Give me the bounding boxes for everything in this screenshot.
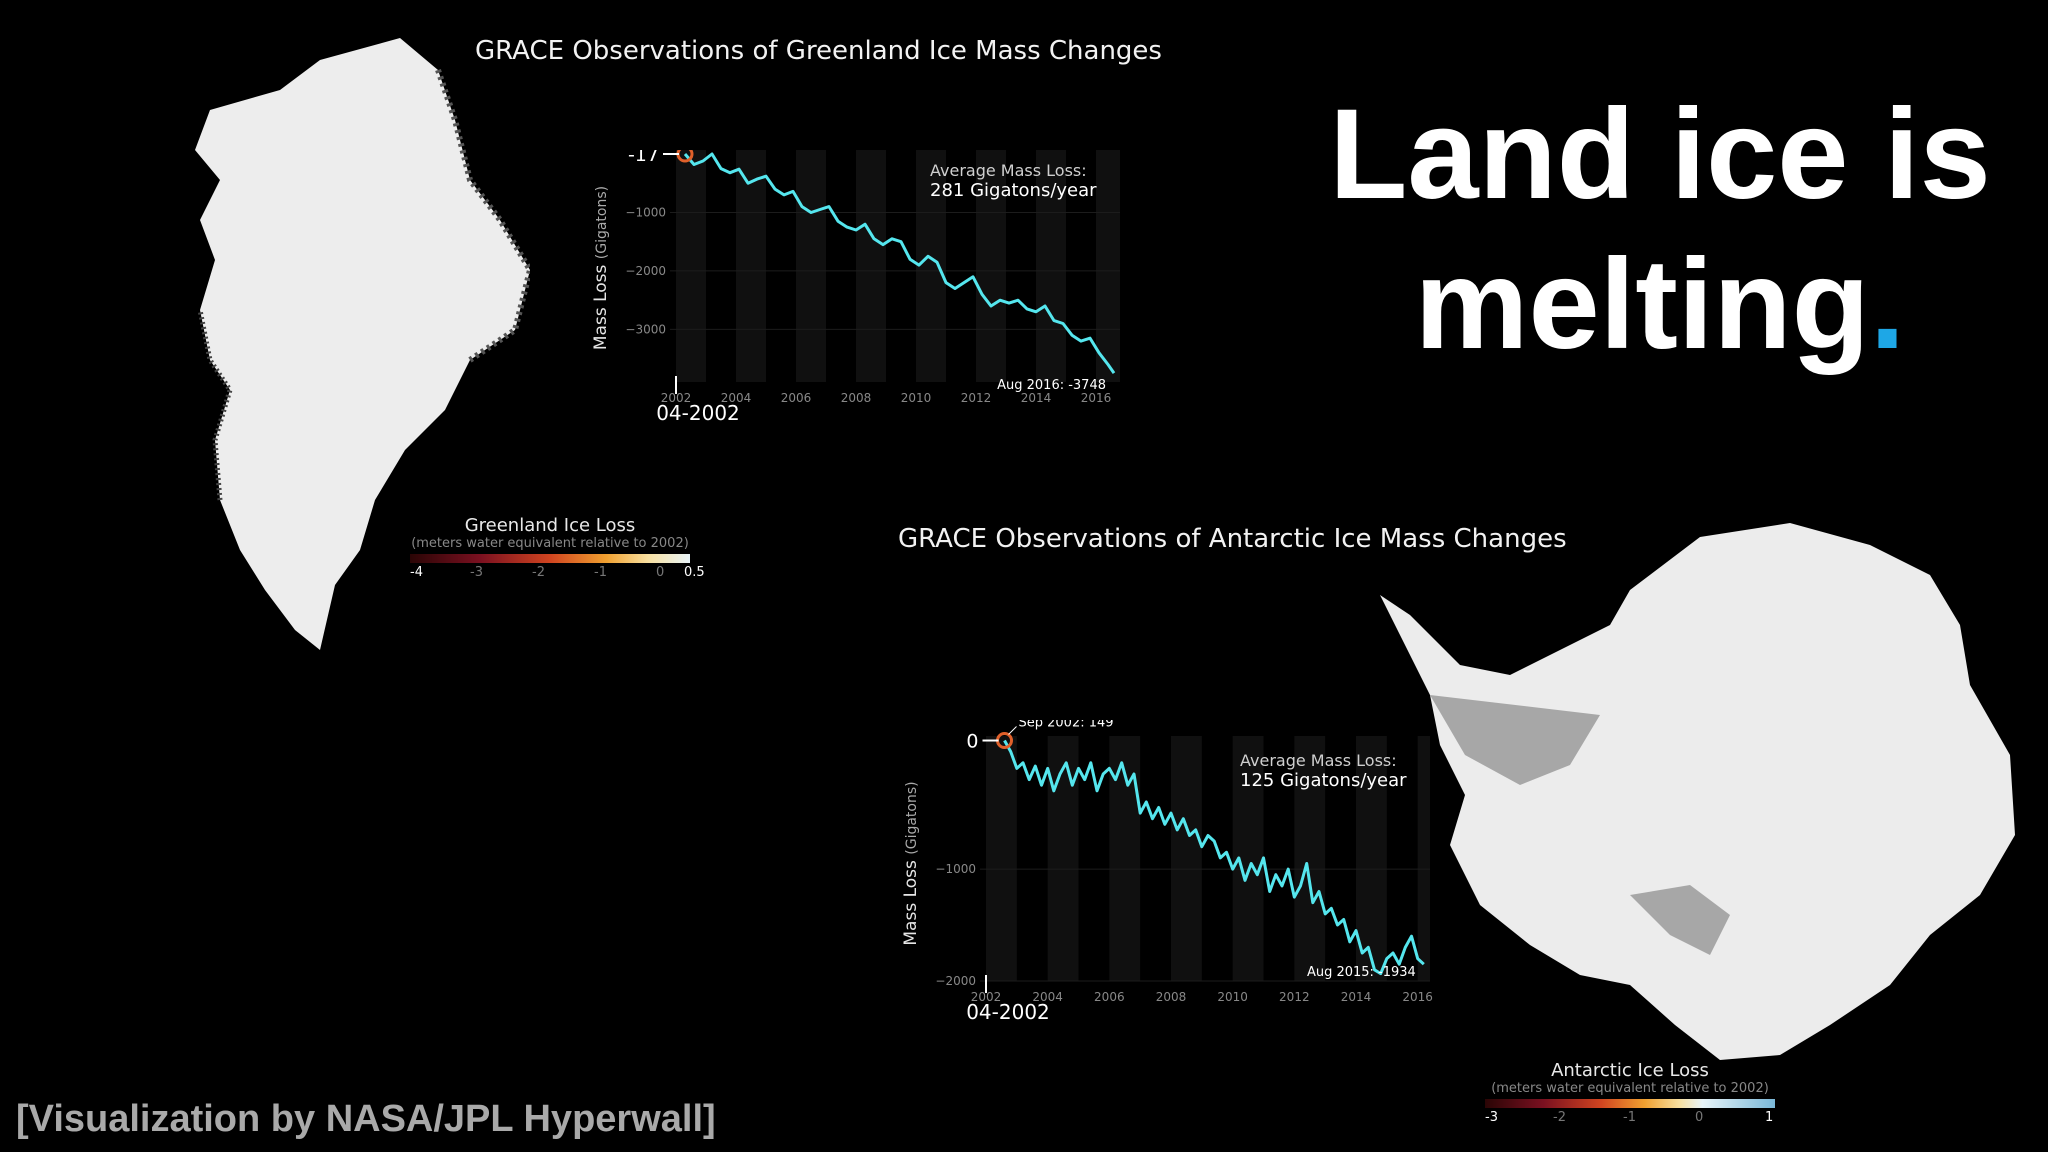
legend-title: Greenland Ice Loss — [464, 515, 636, 536]
year-band — [916, 150, 946, 382]
x-tick-label: 2010 — [901, 391, 932, 405]
year-band — [1036, 150, 1066, 382]
year-band — [1417, 736, 1430, 981]
legend-tick: -3 — [470, 565, 483, 580]
x-tick-label: 2014 — [1021, 391, 1052, 405]
series-line — [1003, 739, 1425, 976]
end-annotation: Aug 2015: -1934 — [1307, 965, 1416, 980]
legend-tick: -2 — [532, 565, 545, 580]
headline: Land ice is melting. — [1300, 80, 2020, 380]
stat-value: 281 Gigatons/year — [930, 180, 1097, 201]
x-tick-label: 2008 — [841, 391, 872, 405]
year-band — [1356, 736, 1387, 981]
legend-ticks: -4 -3 -2 -1 0 0.5 — [410, 563, 705, 581]
y-axis-label-text: Mass Loss — [591, 259, 611, 350]
y-axis-label: Mass Loss (Gigatons) — [591, 186, 611, 350]
antarctic-chart: −1000 −2000 2002 2004 2006 2008 2010 2012 2014 20… — [901, 720, 1433, 1024]
y-tick-label: −1000 — [935, 862, 976, 876]
y-axis-label-text: Mass Loss — [901, 855, 921, 946]
legend-subtitle: (meters water equivalent relative to 200… — [1491, 1081, 1769, 1096]
year-band — [1171, 736, 1202, 981]
year-band — [796, 150, 826, 382]
greenland-chart: −1000 −2000 −3000 2002 2004 2006 2008 2010 2012 2… — [591, 150, 1120, 425]
legend-tick: -1 — [1623, 1110, 1636, 1125]
x-tick-label: 2016 — [1402, 990, 1433, 1004]
antarctic-chart-title: GRACE Observations of Antarctic Ice Mass… — [898, 524, 1567, 554]
accent-dot: . — [1869, 233, 1906, 376]
legend-color-bar — [1485, 1099, 1775, 1108]
legend-tick: -3 — [1485, 1110, 1498, 1125]
x-tick-label: 2006 — [781, 391, 812, 405]
credit-text: [Visualization by NASA/JPL Hyperwall] — [16, 1098, 716, 1140]
y-axis-label-unit: (Gigatons) — [594, 186, 610, 259]
end-annotation: Aug 2016: -3748 — [997, 378, 1106, 393]
date-label: 04-2002 — [656, 401, 740, 425]
headline-line-1: Land ice is — [1329, 83, 1991, 226]
year-band — [736, 150, 766, 382]
legend-tick: -4 — [410, 565, 423, 580]
x-tick-label: 2002 — [971, 990, 1002, 1004]
antarctica-map — [1380, 523, 2015, 1060]
legend-tick: 0.5 — [684, 565, 705, 580]
legend-tick: 1 — [1765, 1110, 1774, 1125]
series-line — [683, 152, 1116, 374]
y-axis-label-unit: (Gigatons) — [904, 781, 920, 854]
year-band — [1047, 736, 1079, 981]
x-tick-label: 2006 — [1094, 990, 1125, 1004]
year-band — [976, 150, 1006, 382]
date-label: 04-2002 — [966, 1000, 1050, 1024]
headline-line-2: melting. — [1300, 230, 2020, 380]
legend-tick: 0 — [656, 565, 665, 580]
legend-tick: -2 — [1553, 1110, 1566, 1125]
y-tick-label: −3000 — [625, 322, 666, 336]
x-tick-label: 2012 — [961, 391, 992, 405]
legend-ticks: -3 -2 -1 0 1 — [1485, 1108, 1775, 1126]
legend-color-bar — [410, 554, 690, 563]
y-axis-label: Mass Loss (Gigatons) — [901, 781, 921, 945]
year-band — [856, 150, 886, 382]
y-tick-label: −2000 — [935, 974, 976, 988]
legend-tick: -1 — [594, 565, 607, 580]
stat-value: 125 Gigatons/year — [1240, 770, 1407, 791]
greenland-chart-title: GRACE Observations of Greenland Ice Mass… — [475, 36, 1162, 66]
start-annotation-leader — [1008, 726, 1017, 735]
x-tick-label: 2004 — [721, 391, 752, 405]
antarctic-legend: Antarctic Ice Loss (meters water equival… — [1485, 1060, 1775, 1126]
x-tick-label: 2002 — [661, 391, 692, 405]
legend-title: Antarctic Ice Loss — [1551, 1060, 1709, 1081]
current-value-label: -17 — [628, 150, 659, 166]
stat-label: Average Mass Loss: — [930, 161, 1087, 180]
x-tick-label: 2010 — [1217, 990, 1248, 1004]
year-band — [1294, 736, 1326, 981]
legend-subtitle: (meters water equivalent relative to 200… — [411, 536, 689, 551]
y-tick-label: −2000 — [625, 264, 666, 278]
greenland-map — [195, 38, 530, 650]
x-tick-label: 2014 — [1341, 990, 1372, 1004]
legend-tick: 0 — [1695, 1110, 1704, 1125]
y-tick-label: −1000 — [625, 205, 666, 219]
year-band — [1096, 150, 1120, 382]
x-tick-label: 2008 — [1156, 990, 1187, 1004]
x-tick-label: 2012 — [1279, 990, 1310, 1004]
stat-label: Average Mass Loss: — [1240, 751, 1397, 770]
year-band — [676, 150, 706, 382]
x-tick-label: 2016 — [1081, 391, 1112, 405]
greenland-legend: Greenland Ice Loss (meters water equival… — [410, 515, 705, 581]
start-annotation: Sep 2002: 149 — [1019, 720, 1114, 731]
current-value-label: 0 — [966, 731, 978, 753]
x-tick-label: 2004 — [1032, 990, 1063, 1004]
headline-word: melting — [1414, 233, 1870, 376]
year-band — [986, 736, 1017, 981]
